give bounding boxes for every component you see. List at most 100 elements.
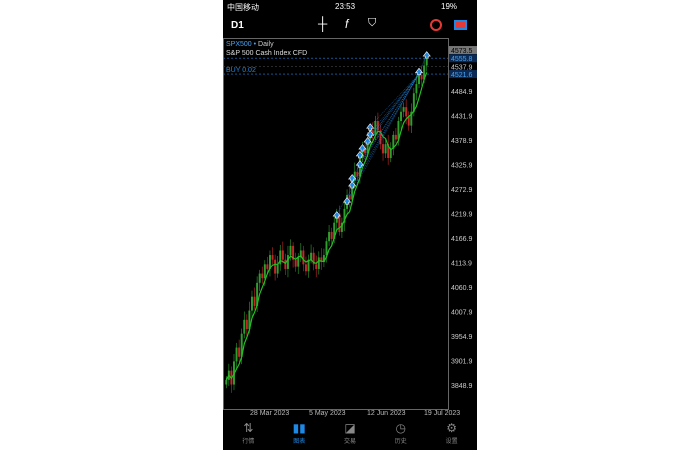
price-label: 4378.9	[451, 138, 473, 145]
candle-body	[415, 84, 418, 94]
buy-arrow-icon	[358, 144, 367, 152]
trade-link	[351, 73, 420, 185]
trade-link	[359, 73, 420, 164]
candle-body	[245, 319, 248, 330]
candle-body	[356, 171, 359, 177]
price-label: 4219.9	[451, 212, 473, 219]
candle-body	[407, 116, 410, 126]
candle-body	[361, 148, 364, 158]
candle-body	[320, 257, 323, 263]
clock: 23:53	[335, 2, 356, 11]
symbol-label: SPX500 • Daily	[226, 41, 274, 48]
buy-arrow-icon	[342, 197, 352, 205]
price-label: 4166.9	[451, 236, 473, 243]
tab-settings[interactable]: ⚙ 设置	[426, 420, 477, 450]
candle-body	[248, 310, 251, 330]
arrows-icon: ⇅	[243, 421, 254, 435]
candle-body	[253, 296, 256, 306]
date-label: 12 Jun 2023	[367, 410, 406, 417]
candle-body	[238, 347, 241, 357]
candle-body	[289, 245, 292, 256]
date-label: 19 Jul 2023	[424, 410, 461, 417]
symbol-description: S&P 500 Cash Index CFD	[226, 50, 308, 57]
gear-icon: ⚙	[446, 421, 457, 435]
price-label: 4060.9	[451, 285, 473, 292]
price-label: 4272.9	[451, 187, 473, 194]
candle-body	[366, 139, 369, 154]
price-label: 4325.9	[451, 163, 473, 170]
candle-body	[243, 319, 246, 334]
candle-body	[425, 58, 428, 66]
crosshair-icon[interactable]: ┼	[318, 16, 328, 31]
buy-arrow-icon	[366, 123, 375, 131]
candle-body	[333, 222, 336, 239]
price-tag	[449, 54, 477, 63]
candle-body	[274, 259, 277, 274]
carrier: 中国移动	[227, 3, 259, 12]
trade-icon[interactable]	[454, 20, 467, 30]
candle-body	[376, 121, 379, 131]
candle-body	[397, 121, 400, 140]
candle-body	[382, 144, 385, 154]
buy-arrow-icon	[332, 211, 341, 219]
trade-link	[346, 73, 420, 201]
indicators-icon[interactable]: f	[345, 17, 349, 31]
price-tag	[449, 46, 477, 55]
tab-trade[interactable]: ◪ 交易	[325, 420, 376, 450]
candle-body	[410, 111, 413, 126]
buy-arrow-icon	[355, 160, 365, 168]
candle-body	[256, 282, 259, 306]
price-label: 4521.6	[451, 72, 473, 79]
candle-body	[405, 107, 408, 117]
candle-body	[328, 231, 331, 242]
candle-body	[364, 148, 367, 154]
candle-body	[374, 121, 377, 135]
trade-link	[336, 73, 420, 215]
candle-body	[402, 107, 405, 112]
price-label: 4555.8	[451, 56, 473, 63]
candle-body	[340, 222, 343, 232]
tab-chart[interactable]: ▮▮ 图表	[274, 420, 325, 450]
buy-arrow-icon	[355, 151, 365, 159]
candle-body	[389, 148, 392, 158]
timeframe-button[interactable]: D1	[231, 20, 244, 31]
candle-body	[387, 144, 390, 158]
candle-body	[281, 250, 284, 260]
candle-body	[286, 255, 289, 269]
bottom-tab-bar: ⇅ 行情 ▮▮ 图表 ◪ 交易 ◷ 历史 ⚙ 设置	[223, 420, 477, 450]
candle-body	[299, 250, 302, 258]
candle-body	[310, 252, 313, 260]
candle-body	[312, 252, 315, 265]
clock-icon[interactable]	[430, 19, 442, 31]
phone-screen: 中国移动 23:53 19% D1 ┼ f ⛉ 4573.5 4555.8 4537…	[223, 0, 477, 450]
candle-body	[304, 264, 307, 272]
moving-average-line	[225, 72, 428, 381]
battery: 19%	[441, 2, 458, 11]
candle-body	[271, 255, 274, 260]
price-label: 4431.9	[451, 114, 473, 121]
candle-body	[330, 231, 333, 239]
chart-toolbar: D1 ┼ f ⛉	[223, 14, 477, 38]
candle-body	[225, 379, 228, 385]
candle-body	[258, 273, 261, 283]
candle-body	[315, 264, 318, 269]
candle-body	[371, 130, 374, 135]
trend-icon: ◪	[344, 421, 356, 435]
candle-body	[240, 333, 243, 357]
objects-icon[interactable]: ⛉	[368, 17, 377, 29]
price-label: 4484.9	[451, 89, 473, 96]
candle-body	[276, 264, 279, 274]
candle-body	[294, 259, 297, 267]
tab-history[interactable]: ◷ 历史	[375, 420, 426, 450]
candle-body	[297, 257, 300, 267]
order-label: BUY 0.02	[226, 67, 256, 74]
candle-body	[263, 264, 266, 279]
candle-body	[302, 250, 305, 265]
tab-quotes[interactable]: ⇅ 行情	[223, 420, 274, 450]
chart-frame	[223, 38, 449, 410]
candle-body	[400, 111, 403, 122]
price-label: 4573.5	[451, 48, 473, 55]
candle-body	[235, 347, 238, 362]
candles-icon: ▮▮	[292, 421, 306, 435]
